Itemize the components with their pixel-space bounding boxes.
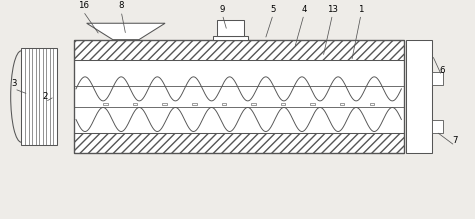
Bar (432, 72, 443, 85)
Bar (222, 103, 226, 105)
Bar (213, 36, 248, 40)
Bar (74, 133, 404, 153)
Bar (406, 40, 432, 153)
Text: 4: 4 (301, 5, 307, 14)
Bar (281, 103, 285, 105)
Text: 7: 7 (452, 136, 458, 145)
Text: 6: 6 (439, 66, 445, 75)
Text: 13: 13 (327, 5, 338, 14)
Bar (370, 103, 374, 105)
Bar (251, 103, 256, 105)
Text: 16: 16 (77, 1, 89, 10)
Text: 1: 1 (358, 5, 364, 14)
Bar (133, 103, 137, 105)
Text: 5: 5 (270, 5, 276, 14)
Bar (74, 60, 404, 133)
Bar (192, 103, 197, 105)
Text: 2: 2 (42, 92, 48, 101)
Text: 3: 3 (11, 79, 17, 88)
Bar (103, 103, 108, 105)
Bar (432, 120, 443, 133)
Bar (162, 103, 167, 105)
Bar (74, 40, 404, 153)
Text: 8: 8 (118, 1, 124, 10)
Bar (74, 40, 404, 60)
Polygon shape (86, 23, 165, 40)
Bar (21, 48, 57, 145)
Bar (217, 20, 244, 36)
Bar (310, 103, 315, 105)
Text: 9: 9 (219, 5, 225, 14)
Bar (340, 103, 344, 105)
